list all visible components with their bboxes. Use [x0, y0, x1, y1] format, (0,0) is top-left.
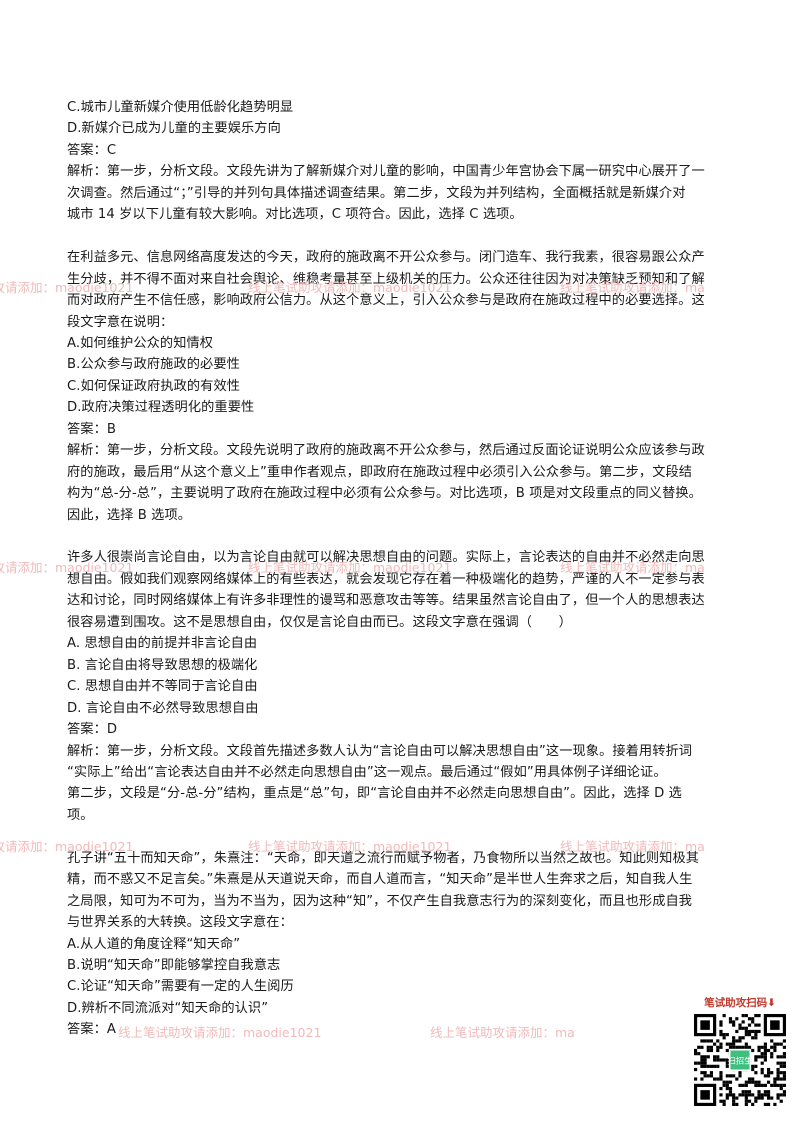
- watermark-text: 线上笔试助攻请添加：maodie1021: [118, 1025, 322, 1040]
- text-line: 解析：第一步，分析文段。文段先说明了政府的施政离不开公众参与，然后通过反面论证说…: [67, 443, 705, 459]
- text-line: D.辨析不同流派对“知天命的认识”: [67, 1000, 269, 1016]
- watermark-text: 线上笔试助攻请添加：ma: [430, 1025, 575, 1040]
- text-line: 许多人很崇尚言论自由，以为言论自由就可以解决思想自由的问题。实际上，言论表达的自…: [67, 550, 705, 566]
- qr-center-logo: 扫招生: [728, 1055, 753, 1065]
- text-line: 答案：B: [67, 421, 117, 437]
- text-line: 第二步，文段是“分-总-分”结构，重点是“总”句，即“言论自由并不必然走向思想自…: [67, 786, 682, 802]
- text-line: 解析：第一步，分析文段。文段先讲为了解新媒介对儿童的影响，中国青少年宫协会下属一…: [67, 164, 705, 180]
- watermark-row: 线上笔试助攻请添加：maodie1021 线上笔试助攻请添加：ma: [0, 1022, 800, 1042]
- text-line: 在利益多元、信息网络高度发达的今天，政府的施政离不开公众参与。闭门造车、我行我素…: [67, 250, 705, 266]
- text-line: B.说明“知天命”即能够掌控自我意志: [67, 958, 281, 973]
- text-line: C.城市儿童新媒介使用低龄化趋势明显: [67, 100, 294, 115]
- text-line: C.如何保证政府执政的有效性: [67, 378, 241, 394]
- text-line: 次调查。然后通过“；”引导的并列句具体描述调查结果。第二步，文段为并列结构，全面…: [67, 185, 686, 201]
- text-line: “实际上”给出“言论表达自由并不必然走向思想自由”这一观点。最后通过“假如”用具…: [67, 764, 667, 780]
- text-line: 城市 14 岁以下儿童有较大影响。对比选项，C 项符合。因此，选择 C 选项。: [67, 207, 523, 223]
- text-line: 想自由。假如我们观察网络媒体上的有些表达，就会发现它存在着一种极端化的趋势，严谨…: [67, 571, 705, 587]
- text-line: 与世界关系的大转换。这段文字意在：: [67, 915, 293, 931]
- text-line: 构为“总-分-总”，主要说明了政府在施政过程中必须有公众参与。对比选项，B 项是…: [67, 486, 702, 502]
- text-line: 很容易遭到围攻。这不是思想自由，仅仅是言论自由而已。这段文字意在强调（ ）: [67, 614, 572, 630]
- text-line: 段文字意在说明：: [67, 314, 174, 330]
- text-line: B.公众参与政府施政的必要性: [67, 357, 240, 373]
- text-line: 答案：C: [67, 142, 117, 158]
- text-line: 生分歧，并不得不面对来自社会舆论、维稳考量甚至上级机关的压力。公众还往往因为对决…: [67, 271, 705, 287]
- text-line: 解析：第一步，分析文段。文段首先描述多数人认为“言论自由可以解决思想自由”这一现…: [67, 743, 693, 759]
- text-line: D.新媒介已成为儿童的主要娱乐方向: [67, 121, 281, 137]
- text-line: A.如何维护公众的知情权: [67, 335, 214, 351]
- text-line: 而对政府产生不信任感，影响政府公信力。从这个意义上，引入公众参与是政府在施政过程…: [67, 293, 705, 309]
- text-line: A. 思想自由的前提并非言论自由: [67, 636, 258, 652]
- text-line: 精，而不惑又不足言矣。”朱熹是从天道说天命，而自人道而言，“知天命”是半世人生奔…: [67, 872, 693, 888]
- text-line: 因此，选择 B 选项。: [67, 507, 192, 523]
- qr-caption: 笔试助攻扫码⬇: [704, 997, 776, 1009]
- text-line: 答案：A: [67, 1022, 116, 1038]
- text-line: D.政府决策过程透明化的重要性: [67, 400, 255, 416]
- text-line: 达和讨论，同时网络媒体上有许多非理性的谩骂和恶意攻击等等。结果虽然言论自由了，但…: [67, 593, 705, 609]
- text-line: 孔子讲“五十而知天命”，朱熹注：“天命，即天道之流行而赋予物者，乃食物所以当然之…: [67, 850, 700, 866]
- text-line: A.从人道的角度诠释“知天命”: [67, 936, 241, 952]
- qr-code-panel: 笔试助攻扫码⬇ 扫招生: [690, 995, 790, 1123]
- text-line: 答案：D: [67, 722, 118, 738]
- text-line: 府的施政，最后用“从这个意义上”重申作者观点，即政府在施政过程中必须引入公众参与…: [67, 464, 693, 480]
- text-line: C. 思想自由并不等同于言论自由: [67, 679, 258, 695]
- text-line: 之局限，知可为不可为，当为不当为，因为这种“知”，不仅产生自我意志行为的深刻变化…: [67, 893, 693, 909]
- text-line: D. 言论自由不必然导致思想自由: [67, 700, 259, 716]
- text-line: B. 言论自由将导致思想的极端化: [67, 657, 258, 673]
- text-line: C.论证“知天命”需要有一定的人生阅历: [67, 979, 294, 995]
- text-line: 项。: [67, 807, 94, 823]
- qr-code-image: 扫招生: [694, 1014, 786, 1106]
